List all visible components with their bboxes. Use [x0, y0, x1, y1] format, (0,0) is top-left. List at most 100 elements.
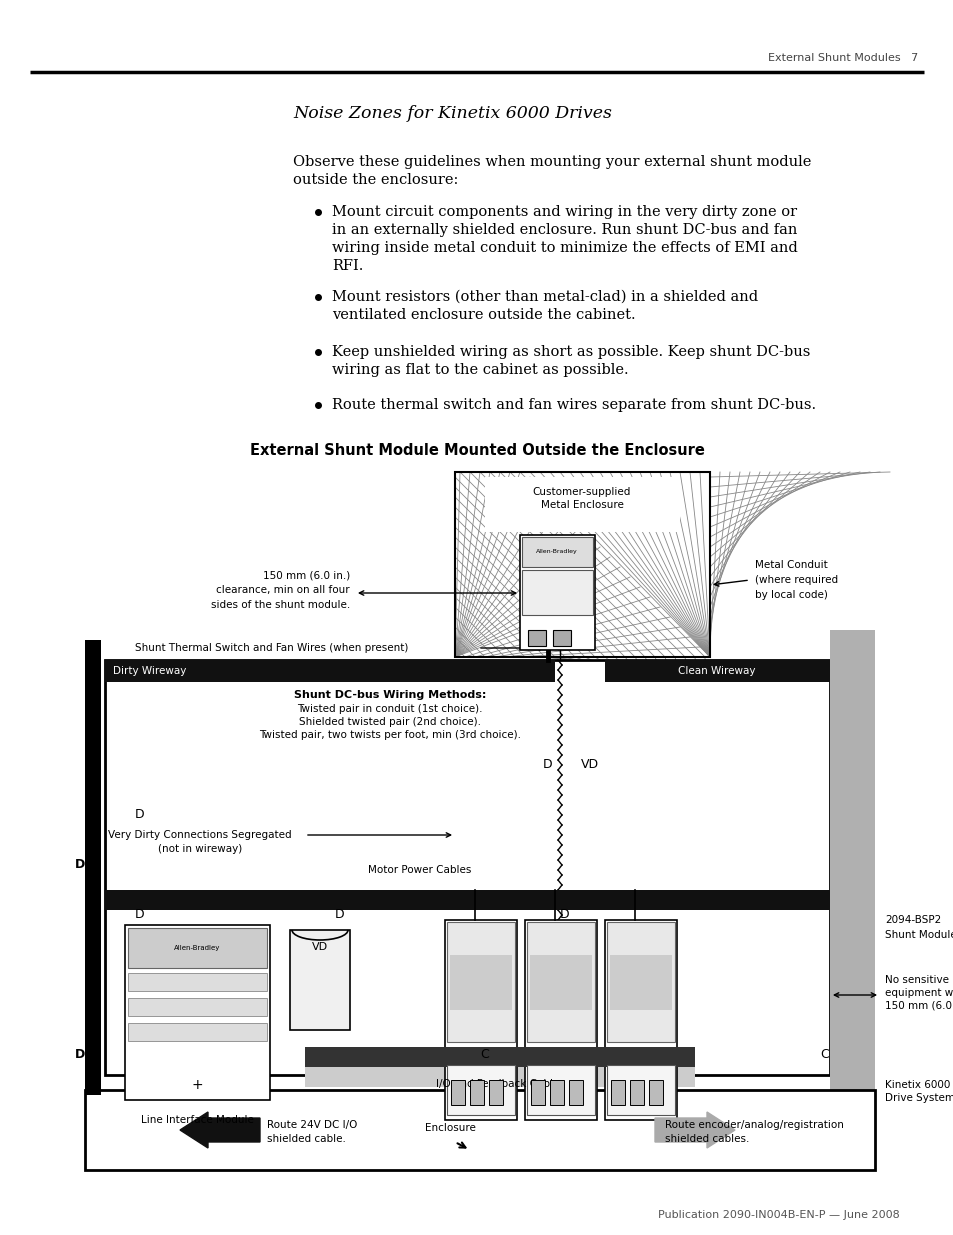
- Text: D: D: [135, 909, 145, 921]
- Bar: [450, 955, 512, 1010]
- Bar: [447, 923, 515, 1042]
- Bar: [455, 472, 709, 657]
- Bar: [609, 955, 671, 1010]
- Text: wiring as flat to the cabinet as possible.: wiring as flat to the cabinet as possibl…: [332, 363, 628, 377]
- Bar: [648, 1079, 662, 1105]
- Text: Motor Power Cables: Motor Power Cables: [368, 864, 471, 876]
- FancyArrow shape: [655, 1112, 734, 1149]
- Text: equipment within: equipment within: [884, 988, 953, 998]
- Bar: [128, 1023, 267, 1041]
- Text: Clean Wireway: Clean Wireway: [678, 666, 755, 676]
- Text: Twisted pair, two twists per foot, min (3rd choice).: Twisted pair, two twists per foot, min (…: [258, 730, 520, 740]
- Text: C: C: [480, 1049, 489, 1062]
- Bar: [610, 1079, 624, 1105]
- Text: 2094-BSP2: 2094-BSP2: [884, 915, 941, 925]
- Text: by local code): by local code): [754, 590, 827, 600]
- Text: VD: VD: [312, 942, 328, 952]
- Text: Customer-supplied: Customer-supplied: [533, 487, 631, 496]
- Bar: [290, 930, 350, 1030]
- Text: +: +: [191, 1078, 203, 1092]
- Text: Route 24V DC I/O: Route 24V DC I/O: [267, 1120, 357, 1130]
- Bar: [829, 630, 874, 1125]
- Bar: [531, 1079, 544, 1105]
- Text: Twisted pair in conduit (1st choice).: Twisted pair in conduit (1st choice).: [297, 704, 482, 714]
- Text: External Shunt Module Mounted Outside the Enclosure: External Shunt Module Mounted Outside th…: [250, 443, 703, 458]
- Text: D: D: [135, 809, 145, 821]
- Text: Drive System: Drive System: [884, 1093, 953, 1103]
- Bar: [128, 927, 267, 968]
- Bar: [85, 640, 101, 1095]
- Text: Kinetix 6000: Kinetix 6000: [884, 1079, 949, 1091]
- Bar: [553, 630, 571, 646]
- Bar: [524, 920, 597, 1120]
- Bar: [305, 1047, 695, 1067]
- Text: Route thermal switch and fan wires separate from shunt DC-bus.: Route thermal switch and fan wires separ…: [332, 398, 815, 412]
- Bar: [85, 1091, 874, 1170]
- Text: in an externally shielded enclosure. Run shunt DC-bus and fan: in an externally shielded enclosure. Run…: [332, 224, 797, 237]
- Text: shielded cables.: shielded cables.: [664, 1134, 749, 1144]
- Text: Dirty Wireway: Dirty Wireway: [112, 666, 186, 676]
- Text: Allen-Bradley: Allen-Bradley: [173, 945, 220, 951]
- Bar: [105, 659, 555, 682]
- Text: I/O and Feedback Cables: I/O and Feedback Cables: [436, 1079, 564, 1089]
- Text: D: D: [542, 758, 552, 772]
- Bar: [521, 571, 593, 615]
- Bar: [444, 920, 517, 1120]
- Bar: [105, 890, 829, 910]
- Text: RFI.: RFI.: [332, 259, 363, 273]
- Text: Shunt Thermal Switch and Fan Wires (when present): Shunt Thermal Switch and Fan Wires (when…: [135, 643, 408, 653]
- Bar: [128, 998, 267, 1016]
- Bar: [128, 973, 267, 990]
- FancyArrow shape: [180, 1112, 260, 1149]
- Bar: [550, 1079, 563, 1105]
- Bar: [484, 477, 679, 532]
- Text: (not in wireway): (not in wireway): [157, 844, 242, 853]
- Text: Observe these guidelines when mounting your external shunt module: Observe these guidelines when mounting y…: [293, 156, 810, 169]
- Text: 150 mm (6.0 in.).: 150 mm (6.0 in.).: [884, 1002, 953, 1011]
- Text: Mount resistors (other than metal-clad) in a shielded and: Mount resistors (other than metal-clad) …: [332, 290, 758, 304]
- Text: Metal Conduit: Metal Conduit: [754, 559, 827, 571]
- Bar: [489, 1079, 502, 1105]
- Text: D: D: [335, 909, 344, 921]
- Bar: [451, 1079, 464, 1105]
- Text: 150 mm (6.0 in.): 150 mm (6.0 in.): [262, 571, 350, 580]
- Text: Shunt DC-bus Wiring Methods:: Shunt DC-bus Wiring Methods:: [294, 690, 486, 700]
- Text: Enclosure: Enclosure: [424, 1123, 475, 1132]
- Text: No sensitive: No sensitive: [884, 974, 948, 986]
- Bar: [527, 630, 545, 646]
- Bar: [604, 920, 677, 1120]
- Text: Mount circuit components and wiring in the very dirty zone or: Mount circuit components and wiring in t…: [332, 205, 797, 219]
- Text: VD: VD: [580, 758, 598, 772]
- Text: shielded cable.: shielded cable.: [267, 1134, 346, 1144]
- Text: D: D: [559, 909, 569, 921]
- Bar: [629, 1079, 643, 1105]
- Text: Shunt Module: Shunt Module: [884, 930, 953, 940]
- Bar: [530, 955, 592, 1010]
- Bar: [606, 1065, 675, 1115]
- Bar: [105, 659, 829, 1074]
- Text: ventilated enclosure outside the cabinet.: ventilated enclosure outside the cabinet…: [332, 308, 635, 322]
- Bar: [447, 1065, 515, 1115]
- Text: D: D: [74, 1049, 85, 1062]
- Bar: [526, 923, 595, 1042]
- Bar: [568, 1079, 582, 1105]
- Bar: [606, 923, 675, 1042]
- Text: Shielded twisted pair (2nd choice).: Shielded twisted pair (2nd choice).: [298, 718, 480, 727]
- Text: Route encoder/analog/registration: Route encoder/analog/registration: [664, 1120, 843, 1130]
- Bar: [305, 1067, 695, 1087]
- Bar: [125, 925, 270, 1100]
- Bar: [521, 537, 593, 567]
- Bar: [526, 1065, 595, 1115]
- Text: Publication 2090-IN004B-EN-P — June 2008: Publication 2090-IN004B-EN-P — June 2008: [658, 1210, 899, 1220]
- Text: outside the enclosure:: outside the enclosure:: [293, 173, 457, 186]
- Text: wiring inside metal conduit to minimize the effects of EMI and: wiring inside metal conduit to minimize …: [332, 241, 797, 254]
- Text: D: D: [74, 858, 85, 872]
- Text: Very Dirty Connections Segregated: Very Dirty Connections Segregated: [108, 830, 292, 840]
- Text: External Shunt Modules   7: External Shunt Modules 7: [767, 53, 917, 63]
- Text: Allen-Bradley: Allen-Bradley: [536, 550, 578, 555]
- Text: C: C: [820, 1049, 828, 1062]
- Text: sides of the shunt module.: sides of the shunt module.: [211, 600, 350, 610]
- Text: clearance, min on all four: clearance, min on all four: [216, 585, 350, 595]
- Text: Metal Enclosure: Metal Enclosure: [540, 500, 622, 510]
- Text: Line Interface Module: Line Interface Module: [140, 1115, 253, 1125]
